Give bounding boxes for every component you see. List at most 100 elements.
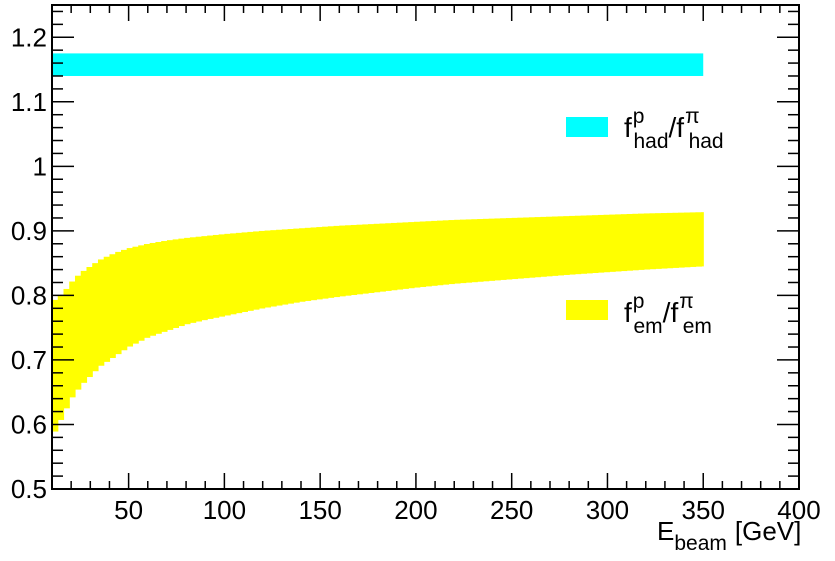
legend-entry-had: fp had/fπ had xyxy=(566,105,724,153)
band-em-bin xyxy=(218,234,225,317)
band-em-bin xyxy=(74,275,82,390)
band-em-bin xyxy=(299,228,306,302)
band-em-bin xyxy=(626,213,633,271)
band-em-bin xyxy=(425,221,432,287)
legend-swatch-em xyxy=(566,300,608,320)
band-em-bin xyxy=(310,227,317,301)
band-em-bin xyxy=(586,215,593,274)
legend-em-sup2: π xyxy=(679,290,694,313)
band-em-bin xyxy=(126,248,134,347)
band-em-bin xyxy=(184,237,191,325)
band-em-bin xyxy=(69,281,76,398)
band-em-bin xyxy=(414,221,421,288)
band-em-bin xyxy=(241,232,248,312)
band-em-bin xyxy=(189,237,197,323)
band-em-bin xyxy=(207,235,214,319)
band-em-bin xyxy=(57,296,65,420)
band-em-bin xyxy=(580,215,587,274)
band-em-bin xyxy=(115,251,122,355)
band-em-bin xyxy=(138,245,145,341)
band-em-bin xyxy=(224,233,231,316)
band-em-bin xyxy=(557,216,565,276)
band-em-bin xyxy=(638,213,645,270)
band-em-bin xyxy=(362,224,369,294)
band-em-bin xyxy=(379,223,386,292)
band-em-bin xyxy=(235,232,243,314)
band-em-bin xyxy=(86,267,93,378)
band-had xyxy=(52,53,704,76)
x-tick-label: 50 xyxy=(114,495,143,525)
band-em-bin xyxy=(345,225,352,296)
band-em-bin xyxy=(97,259,105,366)
legend-had-slash: / xyxy=(669,112,677,143)
legend-em-sup1: p xyxy=(633,290,645,313)
band-em-bin xyxy=(391,222,398,291)
x-tick-label: 150 xyxy=(298,495,341,525)
band-em-bin xyxy=(482,218,490,282)
band-em-bin xyxy=(620,214,628,272)
band-em-bin xyxy=(701,212,704,267)
band-em-bin xyxy=(143,243,151,338)
y-tick-label: 1.1 xyxy=(11,87,47,117)
band-em-bin xyxy=(494,218,501,281)
band-em-bin xyxy=(408,222,415,289)
x-axis-title-unit: [GeV] xyxy=(735,516,801,546)
band-em-bin xyxy=(523,217,530,279)
band-em-bin xyxy=(195,236,202,322)
band-em-bin xyxy=(569,215,576,275)
band-em-bin xyxy=(465,219,473,283)
band-em-bin xyxy=(322,226,329,299)
band-em-bin xyxy=(471,219,478,283)
band-em-bin xyxy=(132,246,139,344)
band-em-bin xyxy=(632,213,639,271)
legend-em-f: f xyxy=(624,297,632,328)
x-axis-title-sub: beam xyxy=(674,532,727,555)
band-em-bin xyxy=(396,222,404,290)
y-tick-label: 1 xyxy=(33,151,47,181)
band-em-bin xyxy=(333,225,340,298)
band-em-bin xyxy=(287,228,294,304)
band-em-bin xyxy=(609,214,616,272)
band-em-bin xyxy=(109,254,116,358)
x-axis-title-main: E xyxy=(657,516,674,546)
band-em-bin xyxy=(327,226,335,298)
band-em-bin xyxy=(155,241,162,334)
band-em-bin xyxy=(500,218,507,280)
band-em-bin xyxy=(695,212,702,267)
y-tick-label: 0.9 xyxy=(11,216,47,246)
x-axis-title: Ebeam [GeV] xyxy=(657,516,801,555)
x-tick-label: 100 xyxy=(203,495,246,525)
legend-had-sup1: p xyxy=(633,105,645,128)
band-em-bin xyxy=(649,213,656,270)
band-em-bin xyxy=(264,230,271,308)
band-em-bin xyxy=(534,217,542,278)
band-em-bin xyxy=(540,216,547,277)
band-em-bin xyxy=(178,238,185,327)
y-tick-label: 0.7 xyxy=(11,345,47,375)
band-em-bin xyxy=(63,288,70,409)
plot-frame xyxy=(51,4,800,490)
band-em-bin xyxy=(253,231,260,310)
band-em-bin xyxy=(672,212,679,268)
legend-em-f2: f xyxy=(670,297,678,328)
band-em-bin xyxy=(419,221,427,287)
band-em-bin xyxy=(172,239,180,328)
svg-text:Ebeam[GeV]: Ebeam [GeV] xyxy=(657,516,801,555)
y-tick-label: 0.5 xyxy=(11,474,47,504)
band-em-bin xyxy=(80,270,88,383)
band-em-bin xyxy=(574,215,582,275)
band-em-bin xyxy=(230,233,237,315)
band-em-bin xyxy=(385,223,392,291)
legend-had-sub1: had xyxy=(633,130,668,153)
x-tick-label: 400 xyxy=(777,495,820,525)
band-em-bin xyxy=(212,234,220,318)
band-em-bin xyxy=(92,263,99,372)
band-em-bin xyxy=(511,217,519,280)
legend-had-sup2: π xyxy=(685,105,700,128)
data-bands xyxy=(52,53,704,432)
band-em-bin xyxy=(448,220,455,285)
band-em-bin xyxy=(276,229,283,306)
